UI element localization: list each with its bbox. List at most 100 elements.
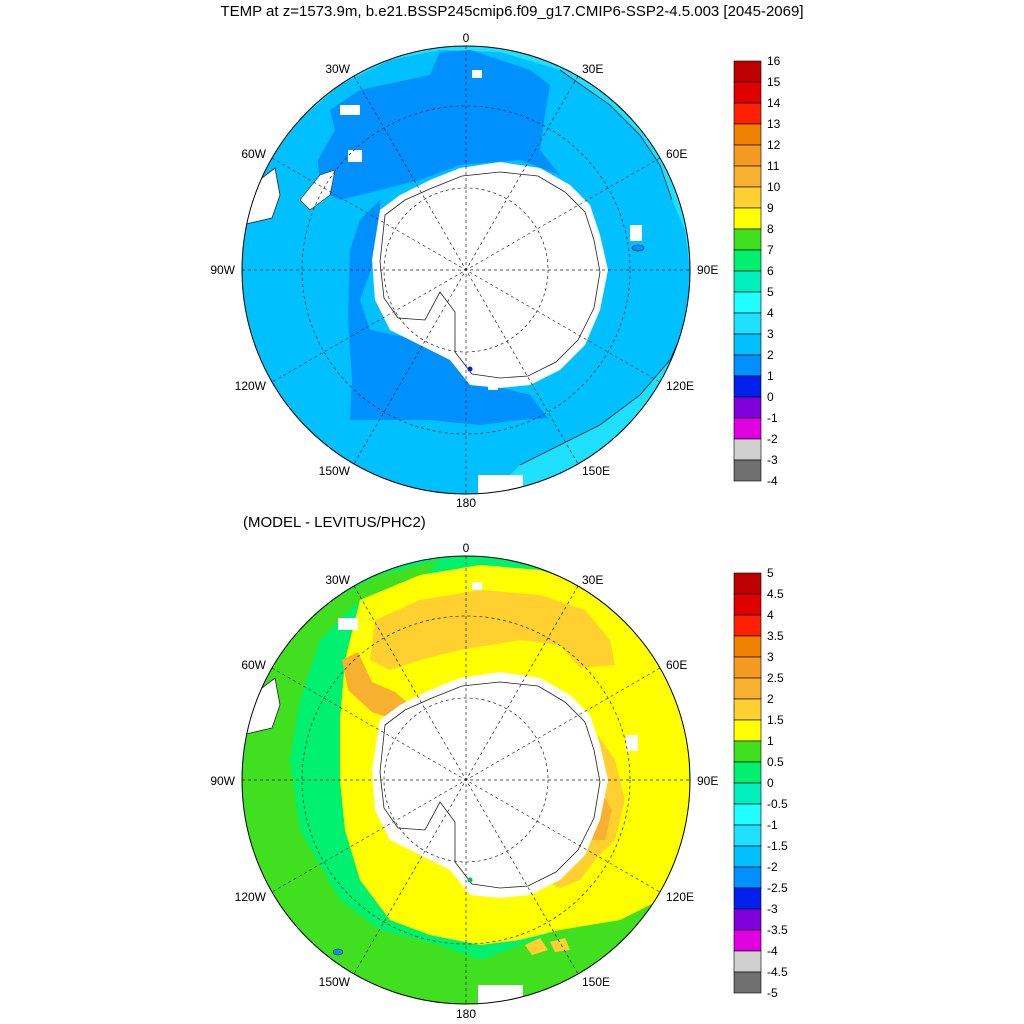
colorbar-label: -4.5 [767, 965, 788, 979]
lon-label: 120W [235, 890, 267, 904]
colorbar-label: 2 [767, 692, 774, 706]
colorbar-label: -2.5 [767, 881, 788, 895]
top-cold-spot [467, 366, 473, 372]
colorbar-label: 2.5 [767, 671, 784, 685]
colorbar-swatch [733, 81, 762, 104]
lon-label: 30W [325, 62, 350, 76]
colorbar-swatch [733, 614, 762, 637]
colorbar-swatch [733, 144, 762, 167]
bottom-colorbar: 5 4.5 4 3.5 3 2.5 2 1.5 1 0.5 0 -0.5 -1 -1.5 -2 -2.5 -3 -… [733, 566, 788, 1000]
bottom-plot-title: (MODEL - LEVITUS/PHC2) [243, 514, 426, 531]
bottom-polar-map: 0 30E 60E 90E 120E 150E 180 150W 120W 90… [210, 541, 718, 1021]
colorbar-label: 3.5 [767, 629, 784, 643]
colorbar-label: 5 [767, 285, 774, 299]
lon-label: 60W [241, 658, 266, 672]
top-ocean-field-1to2 [318, 50, 560, 425]
colorbar-swatch [733, 824, 762, 847]
bottom-antarctica-coast [379, 681, 601, 889]
colorbar-label: -2 [767, 432, 778, 446]
colorbar-swatch [733, 887, 762, 910]
lon-label: 60W [241, 147, 266, 161]
colorbar-label: -1.5 [767, 839, 788, 853]
top-antarctica [372, 162, 608, 388]
bottom-longitude-labels: 0 30E 60E 90E 120E 150E 180 150W 120W 90… [210, 541, 718, 1021]
colorbar-label: -3 [767, 453, 778, 467]
top-deep-water-spot [631, 244, 645, 252]
colorbar-swatch [733, 971, 762, 994]
colorbar-label: 4 [767, 306, 774, 320]
lon-label: 120E [666, 890, 694, 904]
lon-label: 90E [697, 263, 718, 277]
colorbar-label: 16 [767, 54, 781, 68]
colorbar-label: 1 [767, 369, 774, 383]
colorbar-label: 6 [767, 264, 774, 278]
colorbar-label: -1 [767, 411, 778, 425]
lon-label: 30E [582, 573, 603, 587]
colorbar-swatch [733, 417, 762, 440]
top-longitude-labels: 0 30E 60E 90E 120E 150E 180 150W 120W 90… [210, 31, 718, 510]
lon-label: 0 [463, 541, 470, 555]
bottom-antarctica [372, 672, 608, 898]
top-missing-patch [630, 225, 642, 241]
top-missing-patch [478, 475, 523, 494]
lon-label: 150W [319, 975, 351, 989]
lon-label: 180 [456, 1007, 476, 1021]
colorbar-swatch [733, 375, 762, 398]
colorbar-swatch [733, 572, 762, 595]
colorbar-swatch [733, 396, 762, 419]
colorbar-label: 0 [767, 390, 774, 404]
lon-label: 120E [666, 379, 694, 393]
colorbar-swatch [733, 123, 762, 146]
lon-label: 30W [325, 573, 350, 587]
lon-label: 120W [235, 379, 267, 393]
colorbar-swatch [733, 803, 762, 826]
colorbar-label: -3 [767, 902, 778, 916]
colorbar-label: -4 [767, 474, 778, 488]
bottom-low-spot [467, 877, 473, 883]
colorbar-swatch [733, 782, 762, 805]
colorbar-label: 13 [767, 117, 781, 131]
colorbar-swatch [733, 698, 762, 721]
top-missing-patch [340, 105, 360, 115]
colorbar-swatch [733, 228, 762, 251]
bottom-missing-patch [472, 582, 482, 590]
colorbar-swatch [733, 333, 762, 356]
colorbar-swatch [733, 186, 762, 209]
colorbar-swatch [733, 291, 762, 314]
colorbar-swatch [733, 60, 762, 83]
colorbar-swatch [733, 165, 762, 188]
colorbar-label: 3 [767, 650, 774, 664]
colorbar-swatch [733, 459, 762, 482]
bottom-map-boundary [241, 555, 691, 1005]
lon-label: 90W [210, 263, 235, 277]
colorbar-label: -4 [767, 944, 778, 958]
colorbar-swatch [733, 719, 762, 742]
colorbar-swatch [733, 438, 762, 461]
colorbar-swatch [733, 677, 762, 700]
top-contour-line [559, 69, 673, 201]
colorbar-swatch [733, 929, 762, 952]
colorbar-label: 15 [767, 75, 781, 89]
colorbar-swatch [733, 207, 762, 230]
colorbar-swatch [733, 950, 762, 973]
colorbar-swatch [733, 593, 762, 616]
top-graticule [242, 46, 690, 494]
top-shelf-edge-land [299, 169, 336, 211]
colorbar-label: 7 [767, 243, 774, 257]
bottom-missing-patch [478, 985, 523, 1004]
lon-label: 30E [582, 62, 603, 76]
top-missing-patch [472, 70, 482, 78]
colorbar-swatch [733, 908, 762, 931]
colorbar-swatch [733, 249, 762, 272]
lon-label: 60E [666, 658, 687, 672]
colorbar-label: 5 [767, 566, 774, 580]
colorbar-swatch [733, 312, 762, 335]
lon-label: 150E [582, 975, 610, 989]
top-antarctica-coast [379, 171, 601, 379]
top-missing-patch [488, 382, 498, 390]
colorbar-label: 9 [767, 201, 774, 215]
colorbar-label: -0.5 [767, 797, 788, 811]
colorbar-label: 3 [767, 327, 774, 341]
